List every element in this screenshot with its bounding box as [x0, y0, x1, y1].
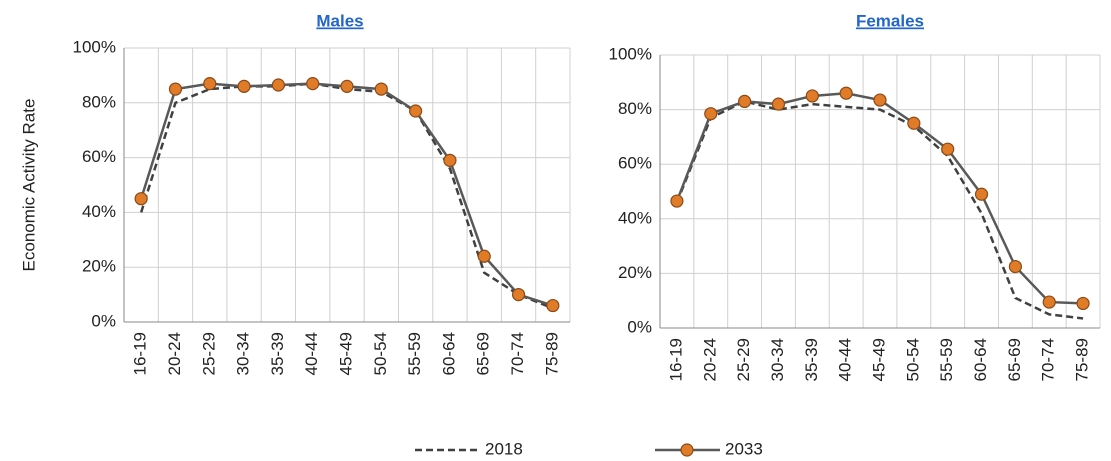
x-tick-label: 70-74	[508, 332, 527, 375]
chart-title: Females	[856, 11, 924, 30]
legend-marker	[680, 443, 694, 457]
x-tick-label: 25-29	[199, 332, 218, 375]
marker	[443, 153, 457, 167]
y-axis-label: Economic Activity Rate	[19, 99, 38, 272]
y-tick-label: 80%	[82, 92, 116, 111]
y-tick-label: 60%	[618, 154, 652, 173]
x-tick-label: 40-44	[836, 338, 855, 381]
legend-label: 2018	[485, 439, 523, 458]
marker	[168, 82, 183, 96]
marker	[340, 79, 354, 93]
marker	[771, 97, 786, 111]
marker	[374, 82, 388, 96]
x-tick-label: 35-39	[802, 338, 821, 381]
marker	[271, 78, 285, 92]
x-tick-label: 20-24	[165, 332, 184, 375]
y-tick-label: 80%	[618, 99, 652, 118]
series-line	[675, 100, 1084, 320]
series-line	[139, 82, 554, 307]
x-tick-label: 75-89	[1073, 338, 1092, 381]
x-tick-label: 50-54	[903, 338, 922, 381]
plot: Males Economic Activity Rate 0% 20% 40% 60% 80…	[19, 11, 571, 375]
y-tick-label: 0%	[91, 311, 116, 330]
plot: Females 0% 20% 40% 60% 80% 100% 16-19 20-24 25-29…	[609, 11, 1101, 381]
marker	[1008, 259, 1022, 274]
x-tick-label: 60-64	[439, 332, 458, 375]
y-tick-label: 100%	[73, 37, 116, 56]
x-tick-label: 55-59	[405, 332, 424, 375]
marker	[941, 142, 955, 156]
x-tick-label: 20-24	[700, 338, 719, 381]
x-tick-label: 30-34	[768, 338, 787, 381]
x-tick-label: 35-39	[268, 332, 287, 375]
marker	[738, 94, 752, 109]
series-line	[139, 82, 554, 310]
x-tick-label: 75-89	[542, 332, 561, 375]
y-tick-label: 40%	[82, 202, 116, 221]
marker	[974, 187, 989, 201]
marker	[1076, 296, 1090, 311]
y-tick-label: 0%	[627, 317, 652, 336]
marker	[704, 107, 718, 121]
marker	[237, 79, 251, 93]
marker	[873, 93, 887, 107]
legend-label: 2033	[725, 439, 763, 458]
chart-title: Males	[316, 11, 363, 30]
marker	[805, 89, 819, 103]
x-tick-label: 40-44	[302, 332, 321, 375]
marker	[546, 298, 560, 313]
marker	[409, 104, 423, 118]
y-tick-label: 20%	[82, 257, 116, 276]
x-tick-label: 60-64	[971, 338, 990, 381]
marker	[1042, 295, 1056, 309]
x-tick-label: 65-69	[1005, 338, 1024, 381]
x-tick-label: 45-49	[869, 338, 888, 381]
x-tick-label: 65-69	[474, 332, 493, 375]
marker	[839, 86, 853, 100]
x-tick-label: 70-74	[1039, 338, 1058, 381]
marker	[134, 192, 148, 206]
marker	[306, 77, 320, 91]
marker	[511, 288, 526, 302]
x-tick-label: 16-19	[666, 338, 685, 381]
series-line	[675, 91, 1084, 305]
y-tick-label: 20%	[618, 263, 652, 282]
x-tick-label: 50-54	[371, 332, 390, 375]
x-tick-label: 16-19	[131, 332, 150, 375]
y-tick-label: 60%	[82, 147, 116, 166]
x-tick-label: 25-29	[734, 338, 753, 381]
marker	[203, 77, 217, 91]
x-tick-label: 30-34	[234, 332, 253, 375]
y-tick-label: 40%	[618, 208, 652, 227]
y-tick-label: 100%	[609, 44, 652, 63]
x-tick-label: 45-49	[336, 332, 355, 375]
marker	[477, 249, 491, 263]
marker	[670, 194, 684, 208]
marker	[907, 116, 921, 130]
x-tick-label: 55-59	[937, 338, 956, 381]
